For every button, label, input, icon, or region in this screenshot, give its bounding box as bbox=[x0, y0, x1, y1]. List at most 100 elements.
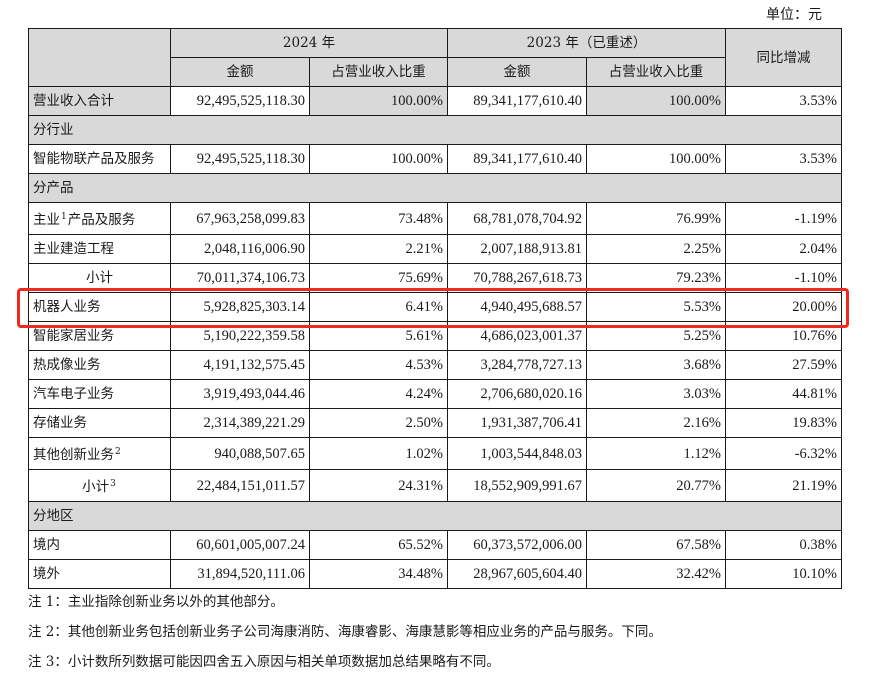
share-2024-cell: 100.00% bbox=[309, 86, 448, 116]
header-amount-2024: 金额 bbox=[170, 57, 310, 87]
row-label-text: 汽车电子业务 bbox=[33, 386, 114, 402]
share-2024-cell: 24.31% bbox=[309, 469, 448, 502]
header-empty-cell bbox=[28, 28, 171, 87]
row-label: 境外 bbox=[28, 559, 171, 589]
footnotes: 注 1：主业指除创新业务以外的其他部分。 注 2：其他创新业务包括创新业务子公司… bbox=[28, 592, 662, 682]
yoy-cell: 2.04% bbox=[725, 234, 842, 264]
amount-2023-cell: 28,967,605,604.40 bbox=[447, 559, 587, 589]
yoy-cell: 19.83% bbox=[725, 408, 842, 438]
row-label: 小计 bbox=[28, 263, 171, 293]
amount-2024-cell: 3,919,493,044.46 bbox=[170, 379, 310, 409]
row-label: 热成像业务 bbox=[28, 350, 171, 380]
amount-2023-cell: 68,781,078,704.92 bbox=[447, 202, 587, 235]
row-label: 主业建造工程 bbox=[28, 234, 171, 264]
amount-2023-cell: 18,552,909,991.67 bbox=[447, 469, 587, 502]
table-row: 热成像业务 4,191,132,575.45 4.53% 3,284,778,727.… bbox=[28, 350, 842, 380]
amount-2024-cell: 92,495,525,118.30 bbox=[170, 86, 310, 116]
amount-2024-cell: 22,484,151,011.57 bbox=[170, 469, 310, 502]
yoy-cell: 3.53% bbox=[725, 86, 842, 116]
row-label-text: 智能物联产品及服务 bbox=[33, 151, 155, 167]
amount-2024-cell: 940,088,507.65 bbox=[170, 437, 310, 470]
row-label: 小计3 bbox=[28, 469, 171, 502]
amount-2023-cell: 89,341,177,610.40 bbox=[447, 86, 587, 116]
share-2024-cell: 1.02% bbox=[309, 437, 448, 470]
share-2023-cell: 5.53% bbox=[586, 292, 726, 322]
row-label-text: 境内 bbox=[33, 537, 60, 553]
header-year-2024: 2024 年 bbox=[170, 28, 448, 58]
header-amount-2023: 金额 bbox=[447, 57, 587, 87]
row-label: 主业1产品及服务 bbox=[28, 202, 171, 235]
row-label-text: 主业 bbox=[33, 212, 60, 228]
row-label-text: 存储业务 bbox=[33, 415, 87, 431]
footnote-marker: 1 bbox=[61, 212, 67, 222]
yoy-cell: 27.59% bbox=[725, 350, 842, 380]
share-2024-cell: 100.00% bbox=[309, 144, 448, 174]
amount-2024-cell: 2,048,116,006.90 bbox=[170, 234, 310, 264]
table-row: 小计 70,011,374,106.73 75.69% 70,788,267,618.… bbox=[28, 263, 842, 293]
table-row: 营业收入合计 92,495,525,118.30 100.00% 89,341,177… bbox=[28, 86, 842, 116]
amount-2023-cell: 70,788,267,618.73 bbox=[447, 263, 587, 293]
row-label-text: 热成像业务 bbox=[33, 357, 101, 373]
yoy-cell: 20.00% bbox=[725, 292, 842, 322]
share-2023-cell: 76.99% bbox=[586, 202, 726, 235]
amount-2024-cell: 5,928,825,303.14 bbox=[170, 292, 310, 322]
row-label-text: 营业收入合计 bbox=[33, 93, 114, 109]
amount-2023-cell: 1,931,387,706.41 bbox=[447, 408, 587, 438]
share-2023-cell: 100.00% bbox=[586, 86, 726, 116]
share-2024-cell: 73.48% bbox=[309, 202, 448, 235]
amount-2023-cell: 2,007,188,913.81 bbox=[447, 234, 587, 264]
table-row: 智能家居业务 5,190,222,359.58 5.61% 4,686,023,001… bbox=[28, 321, 842, 351]
share-2023-cell: 2.25% bbox=[586, 234, 726, 264]
footnote-2: 注 2：其他创新业务包括创新业务子公司海康消防、海康睿影、海康慧影等相应业务的产… bbox=[28, 624, 662, 640]
yoy-cell: -6.32% bbox=[725, 437, 842, 470]
revenue-table: 2024 年 2023 年（已重述） 同比增减 金额 占营业收入比重 金额 占营… bbox=[28, 28, 842, 589]
share-2023-cell: 67.58% bbox=[586, 530, 726, 560]
row-label-suffix: 产品及服务 bbox=[67, 212, 136, 228]
section-row: 分地区 bbox=[28, 501, 842, 531]
amount-2024-cell: 70,011,374,106.73 bbox=[170, 263, 310, 293]
section-label: 分地区 bbox=[28, 501, 842, 531]
table-row: 小计3 22,484,151,011.57 24.31% 18,552,909,991… bbox=[28, 469, 842, 502]
table-row: 智能物联产品及服务 92,495,525,118.30 100.00% 89,341,… bbox=[28, 144, 842, 174]
yoy-cell: -1.10% bbox=[725, 263, 842, 293]
footnote-marker: 2 bbox=[115, 447, 121, 457]
share-2023-cell: 100.00% bbox=[586, 144, 726, 174]
row-label: 智能家居业务 bbox=[28, 321, 171, 351]
header-row-metrics: 金额 占营业收入比重 金额 占营业收入比重 bbox=[29, 57, 842, 87]
amount-2023-cell: 4,940,495,688.57 bbox=[447, 292, 587, 322]
row-label-text: 境外 bbox=[33, 566, 60, 582]
share-2024-cell: 5.61% bbox=[309, 321, 448, 351]
share-2023-cell: 3.03% bbox=[586, 379, 726, 409]
amount-2023-cell: 1,003,544,848.03 bbox=[447, 437, 587, 470]
header-year-2023: 2023 年（已重述） bbox=[447, 28, 726, 58]
row-label-text: 主业建造工程 bbox=[33, 241, 114, 257]
table-row: 境外 31,894,520,111.06 34.48% 28,967,605,604.… bbox=[28, 559, 842, 589]
share-2023-cell: 1.12% bbox=[586, 437, 726, 470]
unit-label: 单位：元 bbox=[766, 7, 822, 23]
yoy-cell: 10.10% bbox=[725, 559, 842, 589]
share-2024-cell: 2.50% bbox=[309, 408, 448, 438]
footnote-3: 注 3：小计数所列数据可能因四舍五入原因与相关单项数据加总结果略有不同。 bbox=[28, 654, 500, 670]
section-label: 分产品 bbox=[28, 173, 842, 203]
table-row: 汽车电子业务 3,919,493,044.46 4.24% 2,706,680,020… bbox=[28, 379, 842, 409]
yoy-cell: -1.19% bbox=[725, 202, 842, 235]
table-row: 其他创新业务2 940,088,507.65 1.02% 1,003,544,848.… bbox=[28, 437, 842, 470]
row-label-text: 机器人业务 bbox=[33, 299, 101, 315]
section-row: 分行业 bbox=[28, 115, 842, 145]
amount-2024-cell: 92,495,525,118.30 bbox=[170, 144, 310, 174]
share-2023-cell: 20.77% bbox=[586, 469, 726, 502]
row-label-text: 其他创新业务 bbox=[33, 447, 114, 463]
row-label-text: 小计 bbox=[82, 479, 110, 495]
table-body: 营业收入合计 92,495,525,118.30 100.00% 89,341,177… bbox=[28, 86, 842, 589]
header-row-years: 2024 年 2023 年（已重述） 同比增减 bbox=[28, 28, 842, 87]
table-row: 机器人业务 5,928,825,303.14 6.41% 4,940,495,688.… bbox=[28, 292, 842, 322]
footnote-marker: 3 bbox=[110, 479, 116, 489]
row-label-text: 小计 bbox=[86, 270, 113, 286]
amount-2023-cell: 2,706,680,020.16 bbox=[447, 379, 587, 409]
share-2023-cell: 32.42% bbox=[586, 559, 726, 589]
share-2023-cell: 79.23% bbox=[586, 263, 726, 293]
share-2024-cell: 4.53% bbox=[309, 350, 448, 380]
table-row: 存储业务 2,314,389,221.29 2.50% 1,931,387,706.4… bbox=[28, 408, 842, 438]
section-label: 分行业 bbox=[28, 115, 842, 145]
table-row: 境内 60,601,005,007.24 65.52% 60,373,572,006.… bbox=[28, 530, 842, 560]
